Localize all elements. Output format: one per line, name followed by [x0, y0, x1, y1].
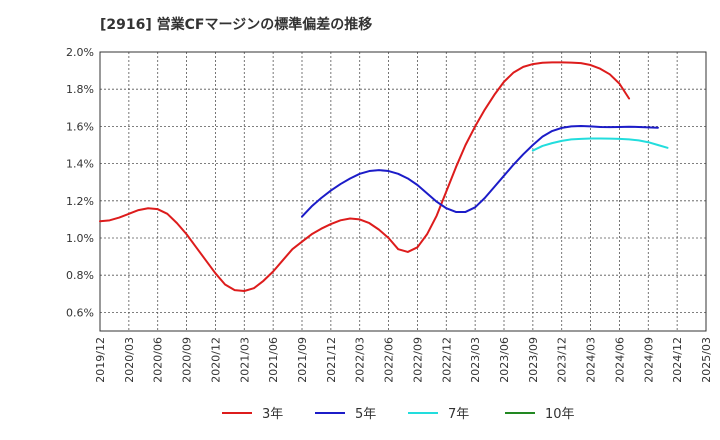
- y-tick-label: 1.6%: [66, 120, 94, 133]
- x-tick-label: 2024/06: [613, 337, 626, 383]
- legend-label: 10年: [545, 407, 575, 422]
- x-tick-label: 2020/06: [152, 337, 165, 383]
- x-tick-label: 2019/12: [94, 337, 107, 383]
- y-tick-label: 0.8%: [66, 269, 94, 282]
- x-tick-label: 2024/09: [642, 337, 655, 383]
- plot-area: [100, 52, 706, 331]
- x-tick-label: 2020/03: [123, 337, 136, 383]
- x-tick-label: 2020/12: [209, 337, 222, 383]
- x-tick-label: 2020/09: [181, 337, 194, 383]
- y-tick-label: 1.4%: [66, 158, 94, 171]
- x-axis-ticks: 2019/12 2020/03 2020/06 2020/09 2020/12 2021/…: [94, 337, 713, 383]
- x-tick-label: 2021/09: [296, 337, 309, 383]
- series-line: [531, 137, 669, 152]
- legend-label: 3年: [262, 407, 283, 422]
- x-tick-label: 2023/12: [556, 337, 569, 383]
- legend-label: 7年: [448, 407, 469, 422]
- series-line: [301, 125, 659, 218]
- y-tick-label: 2.0%: [66, 46, 94, 59]
- x-tick-label: 2022/06: [383, 337, 396, 383]
- chart-title: [2916] 営業CFマージンの標準偏差の推移: [100, 17, 373, 33]
- y-tick-label: 0.6%: [66, 306, 94, 319]
- x-tick-label: 2022/12: [440, 337, 453, 383]
- x-tick-label: 2023/09: [527, 337, 540, 383]
- x-tick-label: 2025/03: [700, 337, 713, 383]
- y-axis-ticks: 0.6% 0.8% 1.0% 1.2% 1.4% 1.6% 1.8% 2.0%: [66, 46, 94, 319]
- x-tick-label: 2022/09: [411, 337, 424, 383]
- y-tick-label: 1.2%: [66, 195, 94, 208]
- x-tick-label: 2021/12: [325, 337, 338, 383]
- x-tick-label: 2021/06: [267, 337, 280, 383]
- x-tick-label: 2023/06: [498, 337, 511, 383]
- x-tick-label: 2023/03: [469, 337, 482, 383]
- y-tick-label: 1.0%: [66, 232, 94, 245]
- y-tick-label: 1.8%: [66, 83, 94, 96]
- plot-border: [99, 51, 707, 332]
- x-tick-label: 2021/03: [238, 337, 251, 383]
- series-lines: [99, 61, 669, 293]
- legend-label: 5年: [355, 407, 376, 422]
- x-tick-label: 2024/03: [585, 337, 598, 383]
- series-line: [99, 61, 631, 293]
- x-tick-label: 2024/12: [671, 337, 684, 383]
- x-tick-label: 2022/03: [354, 337, 367, 383]
- legend: 3年 5年 7年 10年: [222, 407, 575, 422]
